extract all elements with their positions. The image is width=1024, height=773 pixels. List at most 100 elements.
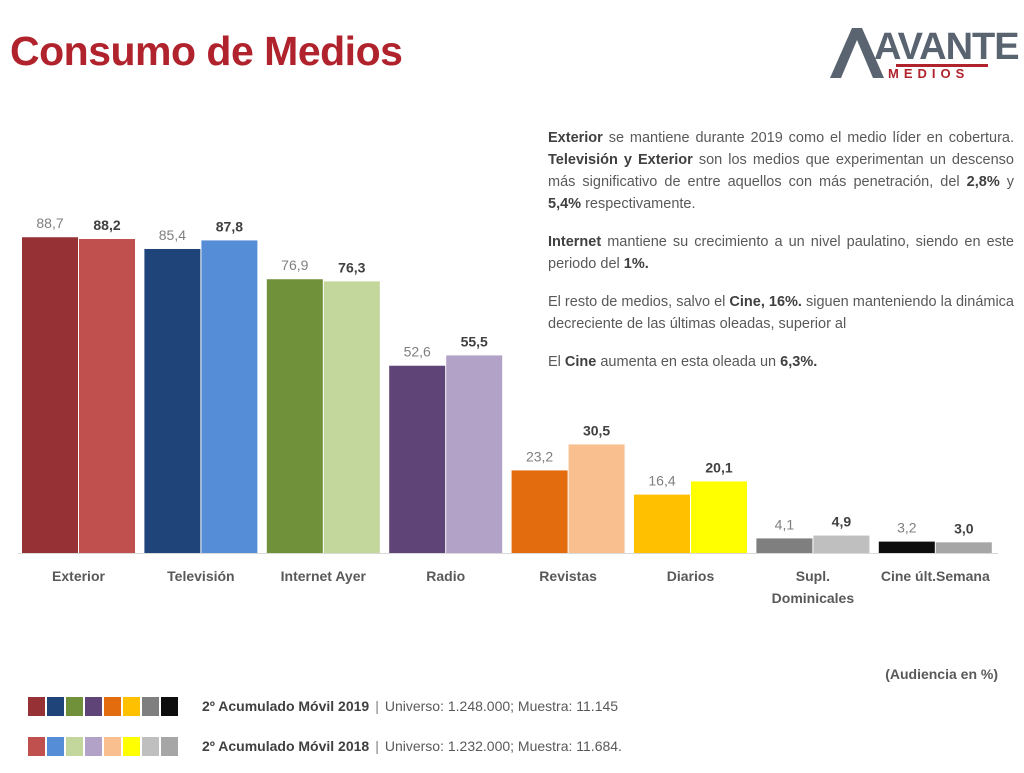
data-label: 4,1: [775, 516, 795, 532]
data-label: 3,2: [897, 520, 917, 536]
commentary-paragraph-1: Exterior se mantiene durante 2019 como e…: [548, 127, 1014, 215]
data-label: 20,1: [705, 459, 732, 475]
media-consumption-bar-chart: 88,7 88,2 Exterior 85,4 87,8 Televisión 76,9 76…: [18, 215, 998, 606]
bar-2019: [878, 541, 935, 553]
bar-2018: [79, 239, 135, 553]
data-label: 76,3: [338, 259, 365, 275]
commentary-bold: 2,8%: [966, 174, 1000, 190]
category-label: Cine últ.Semana: [881, 568, 990, 584]
commentary-bold: 5,4%: [548, 196, 582, 212]
commentary-bold: Televisión y Exterior: [548, 152, 693, 168]
category-label: Televisión: [167, 568, 234, 584]
legend-swatch: [47, 696, 64, 716]
commentary-text-run: El: [548, 354, 565, 370]
bar-2018: [446, 355, 503, 553]
data-label: 55,5: [461, 333, 488, 349]
category-label: Radio: [426, 568, 465, 584]
data-label: 16,4: [648, 473, 675, 489]
bar-2018: [935, 542, 992, 553]
bar-2018: [691, 481, 747, 553]
commentary-paragraph-4: El Cine aumenta en esta oleada un 6,3%.: [548, 351, 1014, 373]
legend-swatch: [123, 696, 140, 716]
commentary-text: Exterior se mantiene durante 2019 como e…: [548, 127, 1014, 389]
legend-text-2019: 2º Acumulado Móvil 2019 | Universo: 1.248.…: [202, 698, 618, 714]
legend-detail: Universo: 1.248.000; Muestra: 11.145: [384, 698, 619, 714]
legend-swatch: [104, 696, 121, 716]
data-label: 23,2: [526, 448, 553, 464]
bar-2019: [144, 248, 201, 553]
data-label: 4,9: [832, 514, 852, 530]
data-label: 30,5: [583, 422, 610, 438]
legend-swatches-2018: [28, 736, 178, 756]
legend-swatch: [47, 736, 64, 756]
bar-2018: [201, 240, 258, 553]
logo-word: AVANTE: [874, 26, 1020, 68]
commentary-text-run: y: [999, 174, 1014, 190]
commentary-text-run: El resto de medios, salvo el: [548, 294, 730, 310]
logo-subtitle: MEDIOS: [888, 66, 970, 81]
category-label: Internet Ayer: [281, 568, 367, 584]
commentary-bold: Cine, 16%.: [729, 294, 802, 310]
bar-2019: [389, 365, 446, 553]
bar-2019: [756, 538, 813, 553]
legend-swatch: [85, 696, 102, 716]
commentary-bold: Internet: [548, 234, 602, 250]
commentary-text-run: mantiene su crecimiento a un nivel paula…: [548, 234, 1014, 272]
legend-swatch: [85, 736, 102, 756]
data-label: 88,7: [36, 215, 63, 231]
legend-swatch: [28, 736, 45, 756]
category-label: Dominicales: [772, 590, 855, 606]
commentary-bold: Cine: [564, 354, 597, 370]
legend-swatches-2019: [28, 696, 178, 716]
bar-2018: [568, 444, 625, 553]
bar-2019: [22, 237, 78, 553]
page-title: Consumo de Medios: [10, 28, 403, 74]
bar-2019: [634, 494, 690, 553]
legend-swatch: [142, 736, 159, 756]
logo-underline: [896, 64, 988, 67]
legend-swatch: [104, 736, 121, 756]
bar-2019: [511, 470, 568, 553]
legend-swatch: [142, 696, 159, 716]
commentary-text-run: respectivamente.: [581, 196, 696, 212]
category-label: Supl.: [796, 568, 830, 584]
legend-label: 2º Acumulado Móvil 2019: [202, 698, 370, 714]
legend-separator: |: [375, 698, 379, 714]
data-label: 76,9: [281, 257, 308, 273]
commentary-text-run: siguen manteniendo la dinámica decrecien…: [548, 294, 1014, 332]
commentary-text-run: se mantiene durante 2019 como el medio l…: [602, 130, 1014, 146]
bar-2019: [266, 279, 323, 553]
commentary-bold: Exterior: [548, 130, 603, 146]
commentary-paragraph-2: Internet mantiene su crecimiento a un ni…: [548, 231, 1014, 275]
legend-swatch: [161, 696, 178, 716]
legend-swatch: [66, 696, 83, 716]
data-label: 3,0: [954, 520, 974, 536]
data-label: 52,6: [404, 344, 431, 360]
data-label: 88,2: [93, 217, 120, 233]
legend-label: 2º Acumulado Móvil 2018: [202, 738, 370, 754]
legend-swatch: [123, 736, 140, 756]
legend-detail: Universo: 1.232.000; Muestra: 11.684.: [384, 738, 622, 754]
unit-note: (Audiencia en %): [885, 666, 998, 682]
category-label: Exterior: [52, 568, 105, 584]
data-label: 87,8: [216, 218, 243, 234]
logo-mark-icon: [830, 28, 884, 78]
legend-separator: |: [375, 738, 379, 754]
avante-medios-logo: AVANTE MEDIOS: [828, 24, 1020, 84]
bar-2018: [323, 281, 380, 553]
legend-swatch: [161, 736, 178, 756]
commentary-text-run: aumenta en esta oleada un: [596, 354, 781, 370]
category-label: Diarios: [667, 568, 715, 584]
legend-text-2018: 2º Acumulado Móvil 2018 | Universo: 1.232.…: [202, 738, 622, 754]
legend-row-2019: 2º Acumulado Móvil 2019 | Universo: 1.248.…: [28, 696, 618, 716]
legend-swatch: [28, 696, 45, 716]
commentary-bold: 6,3%.: [780, 354, 818, 370]
category-label: Revistas: [539, 568, 597, 584]
commentary-paragraph-3: El resto de medios, salvo el Cine, 16%. …: [548, 291, 1014, 335]
commentary-text-run: son los medios que experimentan un desce…: [548, 152, 1014, 190]
data-label: 85,4: [159, 227, 186, 243]
commentary-bold: 1%.: [623, 256, 649, 272]
bar-2018: [813, 535, 870, 553]
legend-row-2018: 2º Acumulado Móvil 2018 | Universo: 1.232.…: [28, 736, 622, 756]
legend-swatch: [66, 736, 83, 756]
